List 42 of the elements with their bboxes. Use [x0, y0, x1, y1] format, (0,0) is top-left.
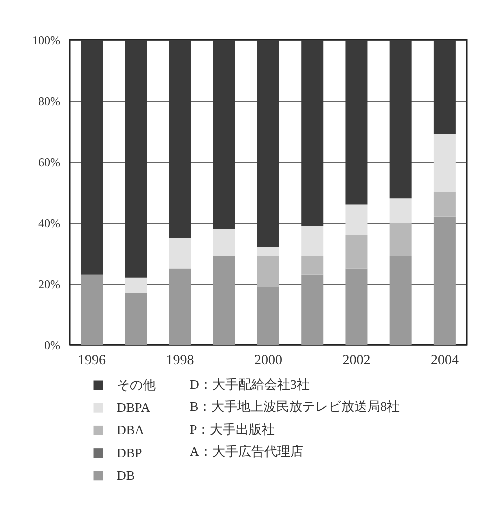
bar: [390, 256, 412, 345]
y-tick-label: 0%: [44, 338, 60, 352]
x-tick-label: 1998: [166, 354, 194, 368]
bar: [169, 238, 192, 269]
bar: [258, 247, 280, 257]
legend-label: DBP: [117, 445, 142, 460]
bar: [434, 216, 456, 345]
y-tick-label: 60%: [38, 156, 60, 170]
text: D：大手配給会社3社: [190, 376, 311, 394]
x-tick-label: 2004: [430, 354, 459, 368]
bar: [346, 268, 368, 345]
legend-label: DBPA: [117, 400, 152, 416]
bar: [125, 278, 148, 294]
bar: [258, 287, 280, 345]
text: P：大手出版社: [190, 420, 276, 439]
bar: [390, 223, 412, 257]
bar: [213, 256, 236, 345]
text: A：大手広告代理店: [190, 442, 304, 461]
bar: [169, 268, 192, 345]
legend-label: DBA: [117, 422, 146, 438]
bar: [434, 192, 456, 217]
x-tick-label: 2002: [342, 354, 371, 368]
y-tick-label: 20%: [38, 278, 60, 292]
bar: [434, 134, 456, 192]
bar: [302, 274, 324, 345]
x-tick-label: 1996: [78, 354, 106, 368]
text: B：大手地上波民放テレビ放送局8社: [190, 398, 400, 416]
x-tick-label: 2000: [254, 354, 282, 368]
legend-label: DB: [117, 468, 136, 483]
y-tick-label: 40%: [38, 216, 60, 230]
bar: [390, 198, 412, 223]
bar: [302, 256, 324, 275]
bar: [302, 226, 324, 257]
bar: [125, 293, 148, 345]
bar: [213, 229, 236, 257]
legend-label: その他: [117, 378, 156, 392]
y-tick-label: 80%: [38, 94, 60, 108]
bar: [346, 235, 368, 269]
y-tick-label: 100%: [32, 34, 60, 48]
bar: [81, 274, 104, 345]
bar: [346, 204, 368, 236]
bar: [258, 256, 280, 288]
